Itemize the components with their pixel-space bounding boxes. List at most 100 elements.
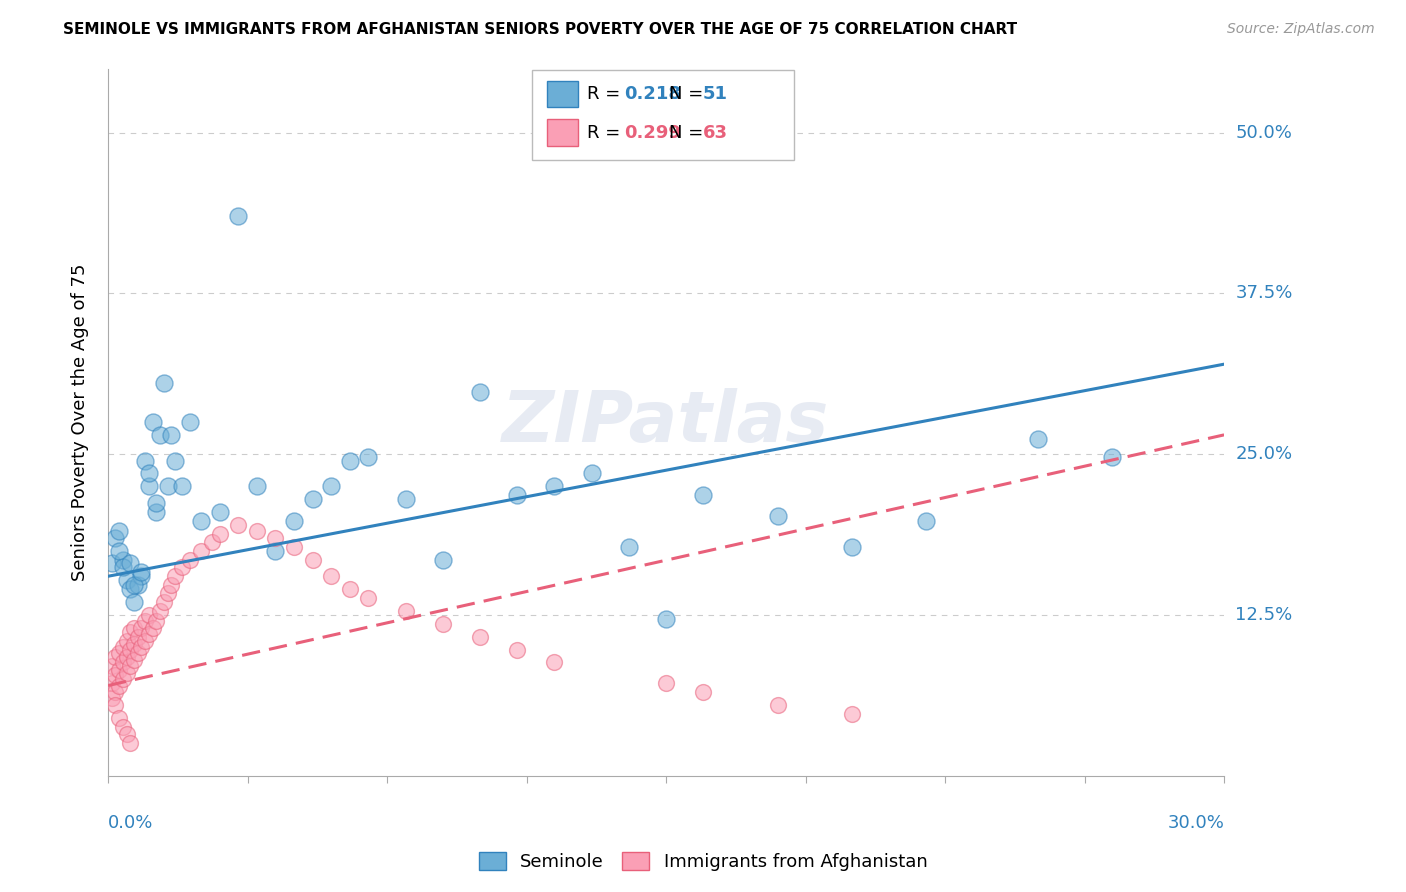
Point (156, 479, 179, 493)
Point (115, 665, 138, 680)
Point (1026, 432, 1049, 446)
Point (506, 488, 529, 502)
Point (134, 633, 156, 648)
FancyBboxPatch shape (547, 80, 578, 107)
Point (190, 514, 212, 528)
Point (108, 524, 131, 539)
Point (100, 557, 122, 571)
Text: 37.5%: 37.5% (1236, 285, 1292, 302)
Point (226, 210, 249, 224)
Point (100, 676, 122, 690)
Point (1101, 450, 1123, 464)
Point (131, 566, 153, 580)
Point (100, 659, 122, 673)
Point (134, 453, 156, 467)
Point (468, 385, 491, 400)
Point (134, 614, 156, 628)
Point (394, 492, 416, 507)
Point (160, 578, 183, 592)
Point (179, 552, 201, 566)
Point (115, 650, 138, 665)
Point (120, 624, 142, 639)
Text: SEMINOLE VS IMMIGRANTS FROM AFGHANISTAN SENIORS POVERTY OVER THE AGE OF 75 CORRE: SEMINOLE VS IMMIGRANTS FROM AFGHANISTAN … (63, 22, 1018, 37)
Text: N =: N = (669, 85, 710, 103)
Point (339, 582, 361, 596)
Point (283, 514, 305, 528)
Point (301, 552, 323, 566)
Y-axis label: Seniors Poverty Over the Age of 75: Seniors Poverty Over the Age of 75 (72, 263, 89, 581)
Point (108, 647, 131, 661)
Point (301, 492, 323, 507)
Point (122, 653, 145, 667)
Point (138, 479, 160, 493)
Point (201, 534, 224, 549)
Point (142, 415, 165, 429)
Point (104, 531, 127, 545)
Point (264, 543, 287, 558)
Point (104, 685, 127, 699)
Point (915, 514, 938, 528)
Point (111, 560, 134, 574)
Point (120, 736, 142, 750)
Point (156, 586, 179, 600)
Point (432, 552, 454, 566)
Point (766, 508, 789, 523)
Point (163, 569, 186, 583)
Point (111, 552, 134, 566)
Point (152, 595, 174, 609)
Text: Source: ZipAtlas.com: Source: ZipAtlas.com (1227, 22, 1375, 37)
Point (120, 642, 142, 657)
Point (108, 711, 131, 725)
Point (111, 640, 134, 654)
Point (122, 621, 145, 635)
Point (127, 630, 149, 644)
Point (115, 573, 138, 587)
Point (357, 450, 380, 464)
Point (115, 633, 138, 648)
Point (357, 591, 380, 606)
Text: 51: 51 (703, 85, 728, 103)
Point (432, 616, 454, 631)
Text: N =: N = (669, 124, 710, 142)
Point (131, 640, 153, 654)
Point (111, 672, 134, 686)
Point (581, 467, 603, 481)
Point (108, 543, 131, 558)
Text: 0.218: 0.218 (624, 85, 681, 103)
Point (655, 612, 678, 626)
Point (127, 578, 149, 592)
Point (190, 543, 212, 558)
Text: R =: R = (586, 124, 626, 142)
Text: 25.0%: 25.0% (1236, 445, 1292, 463)
Text: 0.0%: 0.0% (108, 814, 153, 832)
Point (120, 659, 142, 673)
Point (468, 630, 491, 644)
Point (149, 604, 172, 618)
Point (172, 560, 194, 574)
Point (841, 540, 863, 554)
Point (145, 505, 167, 519)
Text: 30.0%: 30.0% (1167, 814, 1225, 832)
Point (179, 415, 201, 429)
FancyBboxPatch shape (547, 120, 578, 146)
Point (104, 668, 127, 682)
Point (120, 582, 142, 596)
Point (321, 479, 343, 493)
Point (111, 720, 134, 734)
Point (543, 479, 565, 493)
Point (149, 428, 172, 442)
Point (115, 727, 138, 741)
FancyBboxPatch shape (531, 70, 794, 161)
Text: 12.5%: 12.5% (1236, 606, 1292, 624)
Point (692, 685, 714, 699)
Point (108, 679, 131, 693)
Text: R =: R = (586, 85, 626, 103)
Point (246, 524, 269, 539)
Point (283, 540, 305, 554)
Point (131, 569, 153, 583)
Point (339, 453, 361, 467)
Point (617, 540, 640, 554)
Point (122, 637, 145, 651)
Point (145, 496, 167, 510)
Point (160, 428, 183, 442)
